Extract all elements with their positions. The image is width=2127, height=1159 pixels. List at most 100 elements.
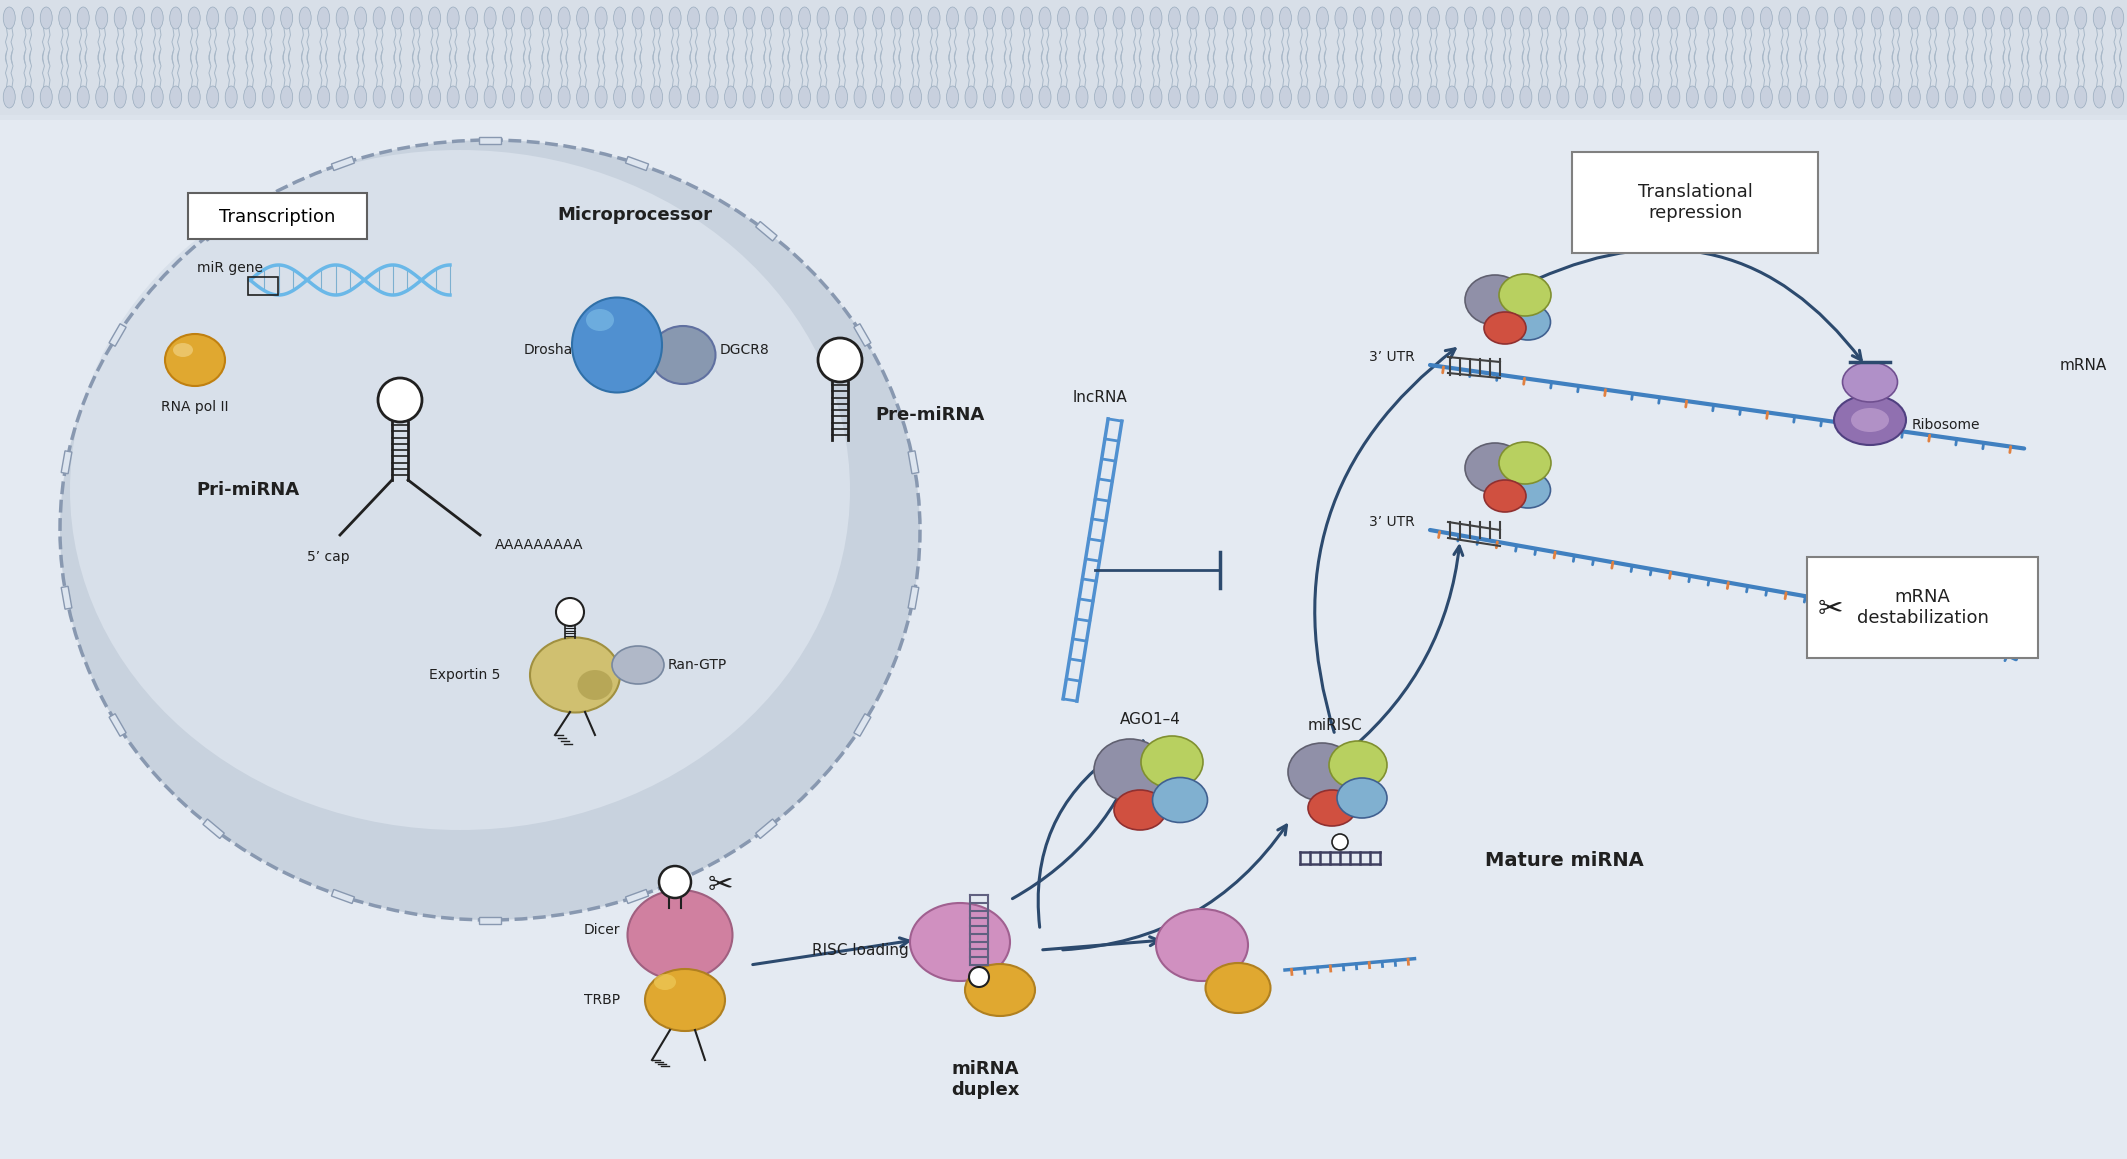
Ellipse shape [596, 7, 606, 29]
Polygon shape [62, 586, 72, 610]
Text: miRNA
duplex: miRNA duplex [951, 1060, 1019, 1099]
Bar [0, 0, 2127, 115]
Text: DGCR8: DGCR8 [721, 343, 770, 357]
Ellipse shape [1816, 86, 1827, 108]
Ellipse shape [187, 86, 200, 108]
Ellipse shape [1483, 86, 1495, 108]
Text: TRBP: TRBP [585, 993, 619, 1007]
Ellipse shape [817, 86, 830, 108]
Text: Mature miRNA: Mature miRNA [1485, 851, 1644, 869]
Ellipse shape [836, 86, 847, 108]
Ellipse shape [225, 86, 238, 108]
Ellipse shape [1021, 86, 1032, 108]
Ellipse shape [245, 86, 255, 108]
Ellipse shape [1057, 86, 1070, 108]
Ellipse shape [391, 7, 404, 29]
Text: AAAAAAAAA: AAAAAAAAA [496, 538, 583, 552]
Ellipse shape [1280, 7, 1291, 29]
Ellipse shape [1187, 7, 1200, 29]
Polygon shape [62, 451, 72, 474]
Ellipse shape [96, 7, 108, 29]
Ellipse shape [579, 670, 613, 700]
Circle shape [819, 338, 861, 382]
Ellipse shape [1963, 7, 1976, 29]
Ellipse shape [1206, 963, 1270, 1013]
Ellipse shape [587, 309, 615, 331]
Ellipse shape [1140, 736, 1204, 788]
Ellipse shape [1706, 86, 1716, 108]
Ellipse shape [687, 7, 700, 29]
Ellipse shape [336, 86, 349, 108]
Ellipse shape [1850, 408, 1889, 432]
Ellipse shape [60, 140, 921, 920]
Ellipse shape [1132, 7, 1144, 29]
Ellipse shape [77, 86, 89, 108]
Ellipse shape [355, 7, 366, 29]
Ellipse shape [927, 86, 940, 108]
Ellipse shape [1502, 86, 1514, 108]
Text: Drosha: Drosha [523, 343, 572, 357]
Ellipse shape [798, 86, 810, 108]
Ellipse shape [21, 7, 34, 29]
Ellipse shape [1648, 7, 1661, 29]
Ellipse shape [225, 7, 238, 29]
Circle shape [970, 967, 989, 987]
Polygon shape [479, 137, 502, 144]
Ellipse shape [1038, 7, 1051, 29]
Ellipse shape [836, 7, 847, 29]
Ellipse shape [947, 7, 959, 29]
Ellipse shape [1297, 7, 1310, 29]
Text: Ribosome: Ribosome [1912, 418, 1980, 432]
Polygon shape [908, 586, 919, 610]
Text: Microprocessor: Microprocessor [557, 206, 713, 224]
Ellipse shape [70, 150, 851, 830]
Ellipse shape [1446, 86, 1457, 108]
Ellipse shape [170, 86, 181, 108]
Ellipse shape [632, 7, 644, 29]
Ellipse shape [2019, 7, 2031, 29]
Ellipse shape [1908, 86, 1921, 108]
Ellipse shape [1506, 472, 1551, 508]
Ellipse shape [2057, 86, 2067, 108]
Ellipse shape [1391, 86, 1402, 108]
Ellipse shape [1242, 86, 1255, 108]
Ellipse shape [430, 7, 440, 29]
Ellipse shape [187, 7, 200, 29]
Ellipse shape [761, 86, 774, 108]
Ellipse shape [96, 86, 108, 108]
Text: Pri-miRNA: Pri-miRNA [198, 481, 300, 500]
Ellipse shape [1853, 7, 1865, 29]
Ellipse shape [1593, 86, 1606, 108]
Ellipse shape [245, 7, 255, 29]
Ellipse shape [1842, 362, 1897, 402]
Ellipse shape [1557, 86, 1570, 108]
Ellipse shape [4, 7, 15, 29]
Ellipse shape [1076, 86, 1089, 108]
Ellipse shape [1317, 86, 1329, 108]
Ellipse shape [966, 7, 976, 29]
Ellipse shape [1021, 7, 1032, 29]
Ellipse shape [1093, 739, 1166, 801]
Text: 3’ UTR: 3’ UTR [1370, 515, 1414, 529]
Ellipse shape [2002, 86, 2012, 108]
Ellipse shape [1687, 7, 1697, 29]
Ellipse shape [1506, 304, 1551, 340]
Ellipse shape [206, 86, 219, 108]
Ellipse shape [706, 7, 719, 29]
Ellipse shape [2074, 7, 2087, 29]
Ellipse shape [651, 86, 664, 108]
Ellipse shape [60, 7, 70, 29]
Ellipse shape [262, 86, 274, 108]
Text: Pre-miRNA: Pre-miRNA [874, 406, 985, 424]
Ellipse shape [983, 7, 995, 29]
Polygon shape [755, 819, 776, 838]
Ellipse shape [1336, 86, 1346, 108]
Polygon shape [202, 221, 223, 241]
Ellipse shape [485, 86, 496, 108]
Ellipse shape [372, 86, 385, 108]
Ellipse shape [1500, 442, 1551, 484]
Ellipse shape [521, 7, 534, 29]
Ellipse shape [1521, 86, 1531, 108]
Ellipse shape [60, 86, 70, 108]
Text: RISC loading: RISC loading [813, 942, 908, 957]
